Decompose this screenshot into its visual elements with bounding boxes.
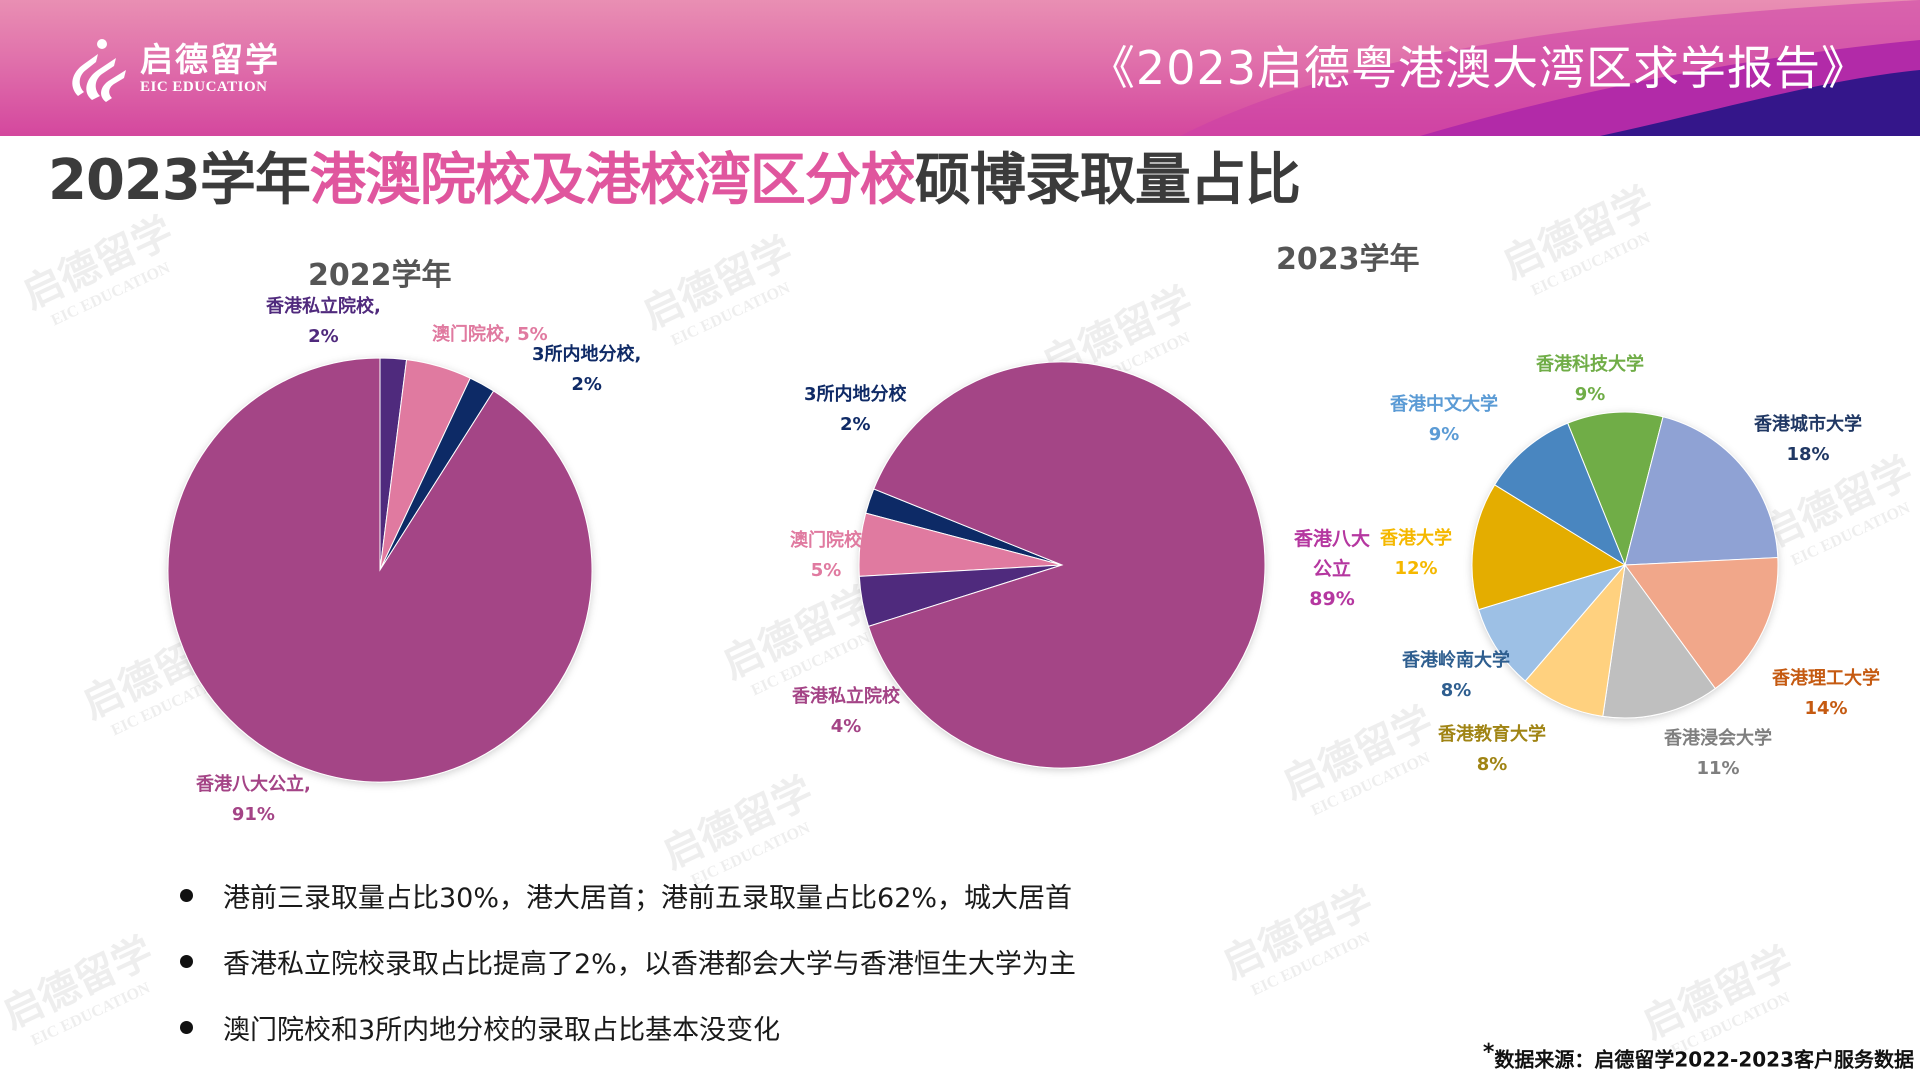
pie-slice: [1524, 563, 1626, 717]
finding-item: 澳门院校和3所内地分校的录取占比基本没变化: [180, 994, 1076, 1060]
pie-slice: [1602, 563, 1716, 719]
logo-english-name: EIC EDUCATION: [140, 79, 268, 95]
pie-slice: [1567, 411, 1664, 567]
label-lingnan: 香港岭南大学 8%: [1402, 650, 1510, 701]
label-eduhk: 香港教育大学 8%: [1438, 724, 1546, 775]
label-2023-macau: 澳门院校 5%: [790, 530, 862, 581]
label-2022-mainland: 3所内地分校, 2%: [532, 344, 642, 395]
finding-item: 香港私立院校录取占比提高了2%，以香港都会大学与香港恒生大学为主: [180, 928, 1076, 994]
page-title-year: 2023学年: [48, 148, 311, 213]
page-title-highlight: 港澳院校及港校湾区分校: [309, 148, 916, 213]
pie-chart-2023: [858, 361, 1266, 769]
bullet-dot-icon: [180, 1020, 193, 1034]
header-banner: 启德留学 EIC EDUCATION 《2023启德粤港澳大湾区求学报告》: [0, 0, 1920, 136]
data-source-note: *数据来源：启德留学2022-2023客户服务数据: [1482, 1040, 1914, 1072]
chart-title-2022: 2022学年: [308, 258, 452, 293]
bullet-dot-icon: [180, 954, 193, 968]
pie-slice: [1493, 422, 1627, 567]
pie-slice: [867, 361, 1266, 769]
label-2023-hk-private: 香港私立院校 4%: [792, 686, 900, 737]
chart-title-2023: 2023学年: [1276, 242, 1420, 277]
label-2023-hk8-public: 香港八大 公立 89%: [1294, 528, 1371, 610]
page-title-suffix: 硕博录取量占比: [914, 148, 1301, 213]
label-hkust: 香港科技大学 9%: [1536, 354, 1644, 405]
pie-slice: [1471, 484, 1627, 611]
label-2023-mainland: 3所内地分校 2%: [804, 384, 907, 435]
label-2022-macau: 澳门院校, 5%: [432, 324, 548, 345]
pie-chart-hk8-breakdown: [1471, 411, 1779, 719]
pie-slice: [167, 357, 593, 783]
logo-chinese-name: 启德留学: [140, 40, 280, 79]
key-findings-list: 港前三录取量占比30%，港大居首；港前五录取量占比62%，城大居首 香港私立院校…: [180, 862, 1076, 1060]
label-cuhk: 香港中文大学 9%: [1390, 394, 1498, 445]
finding-item: 港前三录取量占比30%，港大居首；港前五录取量占比62%，城大居首: [180, 862, 1076, 928]
eic-logo: 启德留学 EIC EDUCATION: [66, 34, 280, 104]
pie-chart-2022: [167, 357, 593, 783]
bullet-dot-icon: [180, 888, 193, 902]
report-title: 《2023启德粤港澳大湾区求学报告》: [1088, 41, 1868, 95]
label-hkbu: 香港浸会大学 11%: [1664, 728, 1772, 779]
pie-slice: [1478, 564, 1627, 682]
label-2022-hk8-public: 香港八大公立, 91%: [196, 774, 311, 825]
pie-slice: [1624, 416, 1779, 566]
eic-logo-icon: [72, 39, 126, 102]
pie-slice: [1624, 557, 1779, 690]
label-cityu: 香港城市大学 18%: [1754, 414, 1862, 465]
header-wave-decoration: [1180, 0, 1920, 136]
label-2022-hk-private: 香港私立院校, 2%: [266, 296, 381, 347]
label-polyu: 香港理工大学 14%: [1772, 668, 1880, 719]
page-title: 2023学年港澳院校及港校湾区分校硕博录取量占比: [48, 146, 1301, 216]
label-hku: 香港大学 12%: [1380, 528, 1452, 579]
